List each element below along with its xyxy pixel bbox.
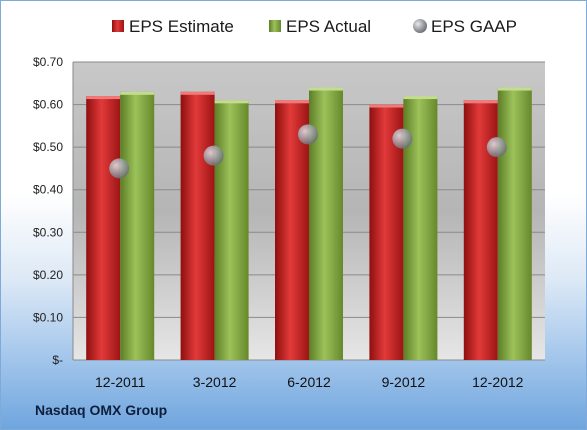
bar-eps-estimate	[275, 100, 309, 361]
marker-eps-gaap	[298, 124, 318, 145]
bar-top-highlight	[463, 100, 498, 104]
y-tick-label: $0.50	[33, 140, 63, 154]
bar-top-highlight	[120, 91, 155, 95]
bar-top-highlight	[497, 87, 532, 91]
x-tick-label: 3-2012	[193, 374, 237, 390]
marker-eps-gaap	[203, 145, 224, 166]
bar-top-highlight	[214, 100, 249, 104]
bar-eps-actual	[497, 87, 532, 361]
y-tick-label: $-	[52, 353, 63, 367]
bar-top-highlight	[275, 100, 309, 104]
y-tick-label: $0.20	[33, 268, 63, 282]
x-tick-label: 6-2012	[287, 374, 331, 390]
marker-eps-gaap	[486, 137, 507, 158]
x-tick-label: 12-2011	[95, 374, 146, 390]
legend-swatch	[413, 19, 427, 33]
legend-label: EPS GAAP	[431, 17, 517, 36]
bar-eps-estimate	[180, 91, 215, 361]
y-tick-label: $0.30	[33, 225, 63, 239]
bar-eps-estimate	[86, 96, 121, 361]
legend-swatch	[112, 20, 124, 32]
y-tick-label: $0.60	[33, 98, 63, 112]
bar-eps-actual	[120, 91, 155, 361]
y-tick-label: $0.10	[33, 310, 63, 324]
legend-label: EPS Estimate	[129, 17, 234, 36]
y-tick-label: $0.40	[33, 183, 63, 197]
bar-top-highlight	[369, 104, 404, 108]
bar-top-highlight	[180, 91, 215, 95]
bar-top-highlight	[309, 87, 343, 91]
legend-swatch	[269, 20, 281, 32]
bar-eps-actual	[214, 100, 249, 361]
bar-top-highlight	[86, 96, 121, 100]
x-tick-label: 12-2012	[472, 374, 524, 390]
x-tick-label: 9-2012	[382, 374, 426, 390]
legend-label: EPS Actual	[286, 17, 371, 36]
marker-eps-gaap	[109, 158, 130, 179]
marker-eps-gaap	[392, 128, 413, 149]
y-tick-label: $0.70	[33, 55, 63, 69]
company-name: Nasdaq OMX Group	[35, 402, 168, 418]
bar-top-highlight	[403, 96, 438, 100]
